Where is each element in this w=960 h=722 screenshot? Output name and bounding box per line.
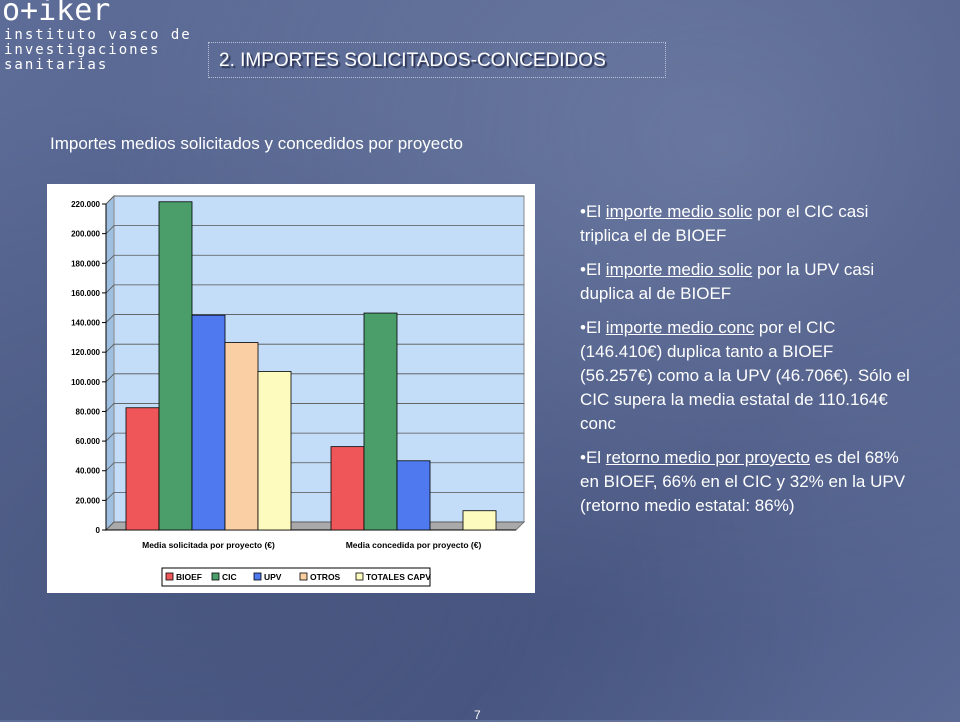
section-title-box: 2. IMPORTES SOLICITADOS-CONCEDIDOS bbox=[208, 42, 666, 78]
y-tick-label: 80.000 bbox=[76, 407, 101, 416]
bullet-marker: • bbox=[580, 260, 586, 279]
y-tick-label: 160.000 bbox=[71, 289, 100, 298]
bullet-text-pre: El bbox=[585, 448, 606, 467]
logo-subtitle-line-3: sanitarias bbox=[4, 57, 109, 73]
gridline-diagonal bbox=[105, 225, 115, 234]
section-title: 2. IMPORTES SOLICITADOS-CONCEDIDOS bbox=[219, 50, 606, 71]
bullet-text-underlined: importe medio solic bbox=[605, 260, 753, 279]
bullet-marker: • bbox=[580, 202, 586, 221]
legend-swatch bbox=[165, 572, 174, 581]
y-tick-label: 60.000 bbox=[76, 437, 101, 446]
bullet-text-underlined: importe medio solic bbox=[605, 202, 753, 221]
bullet-marker: • bbox=[580, 448, 586, 467]
gridline-diagonal bbox=[105, 432, 115, 442]
bullet-text-post: por el CIC casi triplica el de BIOEF bbox=[580, 202, 869, 245]
x-tick-label: Media solicitada por proyecto (€) bbox=[142, 540, 275, 550]
logo: o+iker instituto vasco de investigacione… bbox=[2, 0, 192, 73]
bullet-text-post: por el CIC (146.410€) duplica tanto a BI… bbox=[580, 318, 910, 433]
bar-chart: 0 20.000 40.000 60.000 80.000 100.000 120.000 1… bbox=[71, 194, 526, 587]
bullet-item: •El importe medio solic por la UPV casi … bbox=[580, 258, 910, 306]
gridline-diagonal bbox=[105, 254, 115, 264]
gridline-diagonal bbox=[105, 343, 115, 353]
y-tick-label: 200.000 bbox=[71, 230, 100, 239]
legend-swatch bbox=[211, 572, 220, 581]
y-tick-label: 140.000 bbox=[71, 319, 100, 328]
legend-label: CIC bbox=[222, 572, 237, 582]
bullet-text-pre: El bbox=[585, 260, 606, 279]
logo-subtitle-line-2: investigaciones bbox=[4, 42, 161, 58]
plot-side-wall bbox=[105, 194, 115, 532]
gridline-diagonal bbox=[105, 373, 115, 383]
logo-name: o+iker bbox=[2, 0, 111, 28]
y-tick-label: 220.000 bbox=[71, 200, 100, 209]
chart-panel: 0 20.000 40.000 60.000 80.000 100.000 120.000 1… bbox=[47, 184, 535, 593]
bullet-item: •El importe medio conc por el CIC (146.4… bbox=[580, 316, 910, 436]
gridline-diagonal bbox=[105, 403, 115, 412]
gridline-diagonal bbox=[105, 284, 115, 294]
bar-upv bbox=[396, 460, 431, 531]
bullet-list: •El importe medio solic por el CIC casi … bbox=[580, 200, 910, 528]
page-number: 7 bbox=[474, 708, 481, 722]
legend-label: UPV bbox=[264, 572, 282, 582]
legend-label: TOTALES CAPV bbox=[366, 572, 431, 582]
legend-swatch bbox=[299, 572, 308, 581]
legend-swatch bbox=[253, 572, 262, 581]
y-tick-label: 40.000 bbox=[76, 467, 101, 476]
bar-totales-capv bbox=[462, 510, 497, 531]
legend-label: BIOEF bbox=[176, 572, 202, 582]
gridline-diagonal bbox=[105, 195, 115, 205]
bullet-text-pre: El bbox=[585, 202, 606, 221]
y-tick-label: 100.000 bbox=[71, 378, 100, 387]
gridline-diagonal bbox=[105, 521, 115, 531]
legend-swatch bbox=[355, 572, 364, 581]
bullet-item: •El retorno medio por proyecto es del 68… bbox=[580, 446, 910, 518]
x-tick-label: Media concedida por proyecto (€) bbox=[346, 540, 482, 550]
bar-cic bbox=[158, 201, 193, 531]
bar-bioef bbox=[125, 407, 160, 531]
gridline-diagonal bbox=[105, 492, 115, 501]
bullet-text-underlined: retorno medio por proyecto bbox=[605, 448, 810, 467]
legend-label: OTROS bbox=[310, 572, 341, 582]
bullet-text-post: por la UPV casi duplica al de BIOEF bbox=[580, 260, 875, 303]
bar-bioef bbox=[330, 446, 365, 531]
bar-upv bbox=[191, 314, 226, 531]
bullet-text-post: es del 68% en BIOEF, 66% en el CIC y 32%… bbox=[580, 448, 906, 515]
y-tick-label: 0 bbox=[96, 526, 101, 535]
gridline-diagonal bbox=[105, 314, 115, 323]
bullet-item: •El importe medio solic por el CIC casi … bbox=[580, 200, 910, 248]
bar-otros bbox=[224, 342, 259, 531]
y-tick-label: 120.000 bbox=[71, 348, 100, 357]
logo-subtitle-line-1: instituto vasco de bbox=[4, 27, 192, 43]
legend-box bbox=[161, 567, 431, 587]
slide-subtitle: Importes medios solicitados y concedidos… bbox=[50, 134, 463, 153]
y-tick-label: 20.000 bbox=[76, 496, 101, 505]
bar-totales-capv bbox=[257, 371, 292, 531]
gridline-diagonal bbox=[105, 462, 115, 472]
y-tick-label: 180.000 bbox=[71, 259, 100, 268]
bar-cic bbox=[363, 312, 398, 531]
bullet-text-pre: El bbox=[585, 318, 606, 337]
bullet-text-underlined: importe medio conc bbox=[605, 318, 755, 337]
bullet-marker: • bbox=[580, 318, 586, 337]
